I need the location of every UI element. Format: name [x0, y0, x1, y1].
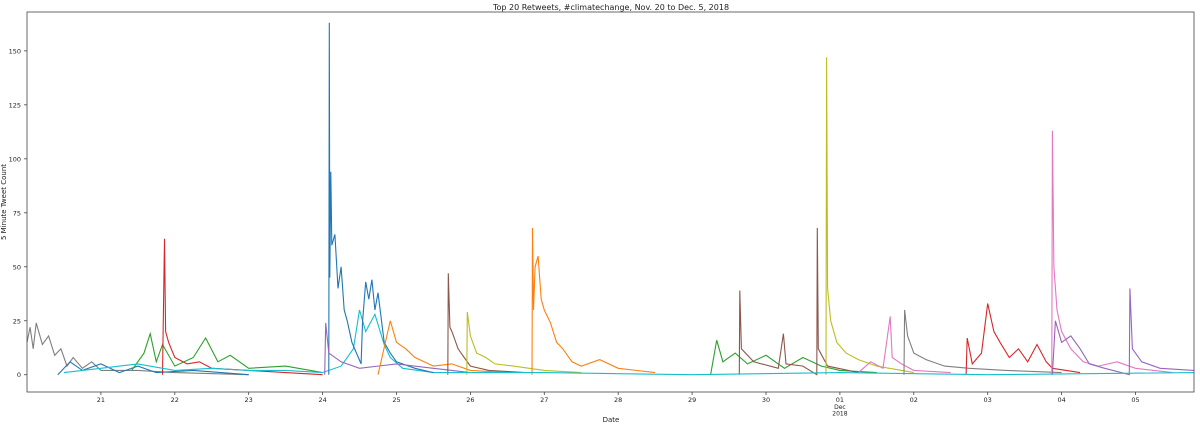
x-tick-label: 28 — [614, 396, 622, 404]
y-tick-label: 125 — [9, 101, 21, 109]
x-tick-sublabel: Dec — [834, 404, 846, 411]
series-line-3 — [131, 331, 323, 374]
plot-frame — [26, 11, 1195, 393]
series-line-17 — [965, 303, 1081, 375]
x-tick-label: 04 — [1057, 396, 1065, 404]
series-line-12 — [710, 340, 877, 375]
x-tick-label: 05 — [1131, 396, 1139, 404]
x-tick-label: 27 — [540, 396, 548, 404]
chart-title: Top 20 Retweets, #climatechange, Nov. 20… — [492, 3, 729, 12]
y-tick-label: 100 — [9, 155, 21, 163]
axis-ticks: 0 25 50 75 100 125 150 21 22 23 24 25 26 27 28 29 30 01De… — [9, 47, 1140, 417]
series-line-8 — [377, 320, 508, 375]
series-line-11 — [531, 227, 656, 375]
series-line-15 — [858, 316, 951, 374]
x-tick-label: 25 — [392, 396, 400, 404]
x-tick-label: 01 — [836, 396, 844, 404]
y-axis-label: 5 Minute Tweet Count — [0, 164, 8, 240]
series-line-4 — [161, 238, 323, 376]
y-tick-label: 25 — [13, 317, 21, 325]
series-line-14 — [825, 57, 914, 375]
x-tick-label: 22 — [171, 396, 179, 404]
x-tick-label: 21 — [97, 396, 105, 404]
x-tick-label: 26 — [466, 396, 474, 404]
x-tick-label: 03 — [984, 396, 992, 404]
series-group — [26, 22, 1195, 376]
x-tick-label: 30 — [762, 396, 770, 404]
y-tick-label: 50 — [13, 263, 21, 271]
series-line-5 — [63, 309, 434, 374]
series-line-1 — [26, 322, 249, 376]
series-line-10 — [466, 312, 582, 375]
y-tick-label: 75 — [13, 209, 21, 217]
x-axis-label: Date — [603, 416, 620, 424]
series-line-18 — [1051, 130, 1173, 375]
series-line-7 — [324, 322, 471, 375]
series-line-20 — [433, 372, 1195, 376]
series-line-13 — [738, 227, 859, 376]
x-tick-label: 24 — [318, 396, 326, 404]
series-line-6 — [328, 22, 434, 375]
x-tick-label: 23 — [245, 396, 253, 404]
y-tick-label: 0 — [17, 371, 21, 379]
series-line-16 — [903, 309, 1062, 375]
series-line-19 — [1051, 288, 1195, 376]
series-line-2 — [57, 361, 249, 376]
x-tick-sublabel: 2018 — [832, 411, 847, 418]
y-tick-label: 150 — [9, 47, 21, 55]
x-tick-label: 29 — [688, 396, 696, 404]
series-line-9 — [447, 273, 526, 375]
x-tick-label: 02 — [910, 396, 918, 404]
